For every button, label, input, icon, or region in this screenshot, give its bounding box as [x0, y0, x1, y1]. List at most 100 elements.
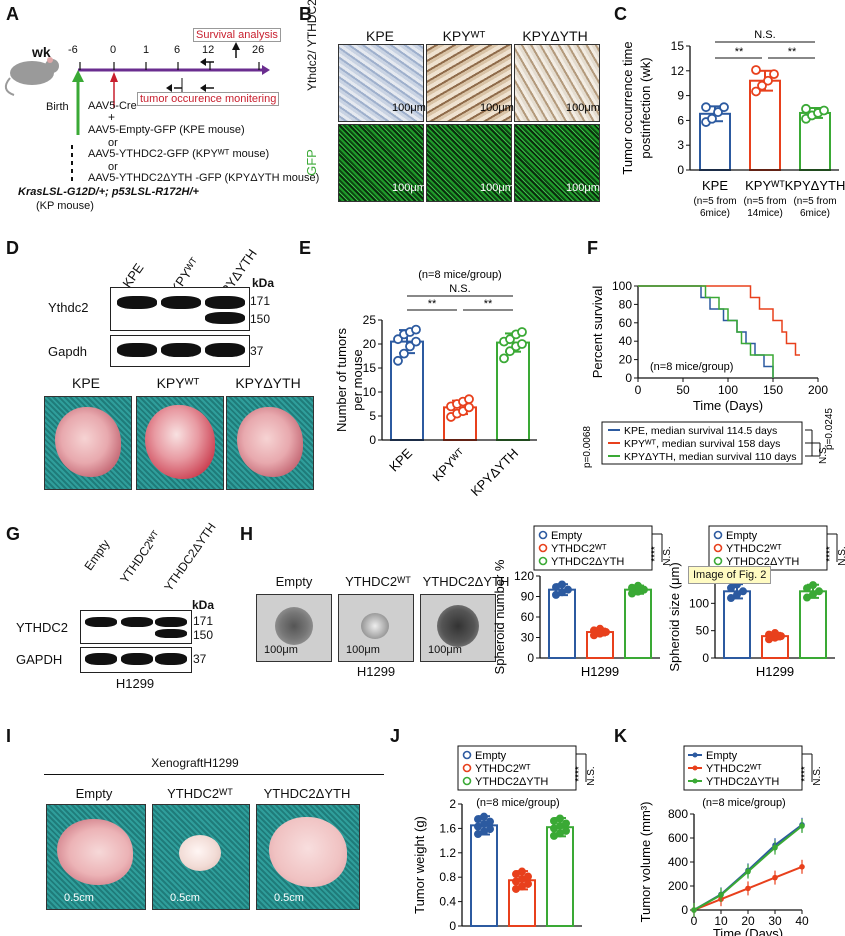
y-tick-label: 1.6 — [439, 821, 456, 835]
y-axis-label: Tumor occurrence time — [620, 41, 635, 174]
sig-label: N.S. — [812, 766, 823, 785]
mouse-icon — [4, 57, 59, 96]
x-sub-label: 6mice) — [700, 208, 730, 219]
legend-box — [457, 745, 577, 791]
panel-label-k: K — [614, 726, 627, 746]
legend-entry: Empty — [551, 530, 583, 542]
g-lane-dyth: YTHDC2ΔYTH — [161, 520, 219, 594]
d-lung-label-kpydyth: KPYΔYTH — [235, 375, 301, 391]
d-gapdh-label: Gapdh — [48, 344, 88, 359]
i-divider — [44, 774, 384, 775]
y-tick-label: 15 — [363, 361, 377, 375]
x-tick-label: 0 — [635, 383, 642, 397]
legend-marker — [462, 750, 472, 760]
h-label-empty: Empty — [275, 574, 313, 589]
or-label-2: or — [108, 161, 118, 173]
data-point — [562, 819, 570, 828]
y-tick-label: 6 — [677, 113, 684, 127]
g-ythdc2-label: YTHDC2 — [16, 620, 69, 635]
y-tick-label: 0 — [369, 433, 376, 447]
g-blot-ythdc2 — [80, 610, 192, 644]
data-point — [518, 867, 526, 876]
data-point — [769, 69, 779, 80]
tick-0: 0 — [110, 44, 117, 56]
y-tick-label: 12 — [671, 64, 685, 78]
y-axis-label: Number of tumors — [334, 327, 349, 432]
y-tick-label: 3 — [677, 138, 684, 152]
data-point — [517, 327, 527, 337]
legend-marker — [692, 765, 698, 771]
data-point — [399, 348, 409, 359]
aav-wt-label: AAV5-YTHDC2-GFP (KPYᵂᵀ mouse) — [88, 148, 270, 160]
d-marker-37: 37 — [250, 344, 264, 358]
y-tick-label: 0 — [702, 651, 709, 665]
tick-12: 12 — [202, 44, 215, 56]
data-point — [707, 113, 717, 124]
data-point — [524, 879, 532, 888]
y-tick-label: 80 — [619, 297, 633, 311]
panel-label-h: H — [240, 524, 253, 544]
y-tick-label: 800 — [668, 807, 688, 821]
legend-box — [533, 525, 653, 571]
aav-empty-label: AAV5-Empty-GFP (KPE mouse) — [88, 124, 245, 136]
y-tick-label: 90 — [521, 590, 535, 604]
data-point — [634, 581, 642, 590]
data-point — [486, 825, 494, 834]
y-tick-label: 400 — [668, 855, 688, 869]
panel-label-g: G — [6, 524, 21, 544]
data-point — [739, 587, 747, 596]
data-point — [602, 628, 610, 637]
d-blot-ythdc2 — [110, 287, 250, 331]
panel-a-timeline-svg — [4, 42, 270, 185]
y-axis-label: Spheroid size (μm) — [667, 562, 682, 671]
legend-box — [601, 421, 803, 465]
legend-marker — [538, 530, 548, 540]
legend-marker — [713, 543, 723, 553]
x-tick-label: 0 — [691, 914, 698, 928]
y-tick-label: 0 — [527, 651, 534, 665]
x-sub-label: 14mice) — [747, 208, 783, 219]
panel-label-j: J — [390, 726, 401, 746]
chart-note: (n=8 mice/group) — [476, 797, 559, 809]
legend-marker — [538, 543, 548, 553]
x-tick-label: 20 — [741, 914, 755, 928]
i-scale-1: 0.5cm — [64, 892, 94, 904]
d-ythdc2-label: Ythdc2 — [48, 300, 89, 315]
data-point — [757, 80, 767, 91]
legend-entry: YTHDC2ΔYTH — [726, 556, 799, 568]
survival-analysis-box: Survival analysis — [193, 28, 281, 42]
y-axis-label: per mouse — [350, 349, 365, 410]
xenograft-image-empty — [46, 804, 146, 910]
panel-label-e: E — [299, 238, 312, 258]
panel-label-i: I — [6, 726, 12, 746]
spheroid-image-empty — [256, 594, 332, 662]
h-scale-3: 100μm — [428, 644, 462, 656]
d-marker-150: 150 — [250, 312, 271, 326]
legend-entry: KPYᵂᵀ, median survival 158 days — [624, 438, 780, 450]
sig-label: N.S. — [449, 283, 470, 295]
panel-label-a: A — [6, 4, 19, 24]
legend-entry: YTHDC2ΔYTH — [706, 776, 779, 788]
sig-label: ** — [788, 46, 797, 58]
y-tick-label: 600 — [668, 831, 688, 845]
p-value: N.S. — [818, 445, 829, 464]
b-scale-6: 100μm — [566, 182, 600, 194]
legend-marker — [538, 556, 548, 566]
y-tick-label: 5 — [369, 409, 376, 423]
b-scale-3: 100μm — [566, 102, 600, 114]
legend-marker — [692, 778, 698, 784]
data-point — [558, 580, 566, 589]
x-axis-label: H1299 — [756, 664, 794, 679]
legend-marker — [462, 763, 472, 773]
panel-label-b: B — [299, 4, 312, 24]
g-marker-171: 171 — [193, 614, 214, 628]
data-point — [733, 590, 741, 599]
sig-label: **** — [800, 766, 811, 782]
data-point — [815, 587, 823, 596]
h-label-dyth: YTHDC2ΔYTH — [422, 574, 510, 589]
g-lane-wt: YTHDC2ᵂᵀ — [117, 528, 164, 586]
tooltip: Image of Fig. 2 — [688, 566, 772, 584]
h-label-wt: YTHDC2ᵂᵀ — [345, 574, 411, 589]
